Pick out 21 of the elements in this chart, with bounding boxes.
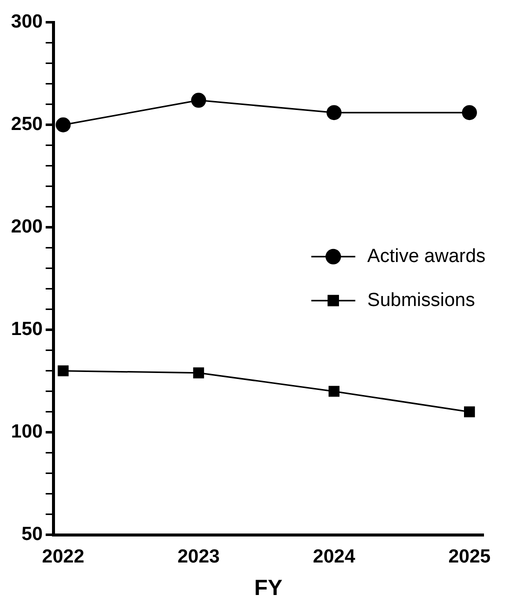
legend-label: Submissions — [367, 290, 475, 311]
point — [193, 367, 204, 378]
x-tick-label: 2025 — [448, 546, 492, 568]
x-tick-label: 2022 — [42, 546, 84, 568]
point — [464, 406, 475, 418]
legend-label: Active awards — [367, 246, 486, 267]
y-tick-label: 100 — [11, 422, 43, 443]
point — [326, 105, 342, 120]
x-axis-title: FY — [254, 574, 283, 600]
point — [328, 386, 340, 397]
y-tick-label: 50 — [22, 524, 43, 546]
point — [191, 92, 206, 108]
y-tick-label: 200 — [11, 216, 43, 238]
point — [462, 105, 477, 120]
y-tick-label: 150 — [11, 319, 43, 340]
x-tick-label: 2023 — [177, 546, 220, 568]
point — [58, 365, 69, 376]
y-tick-label: 300 — [11, 12, 43, 33]
y-tick-label: 250 — [11, 114, 43, 136]
point — [56, 117, 71, 132]
x-tick-label: 2024 — [312, 546, 356, 568]
